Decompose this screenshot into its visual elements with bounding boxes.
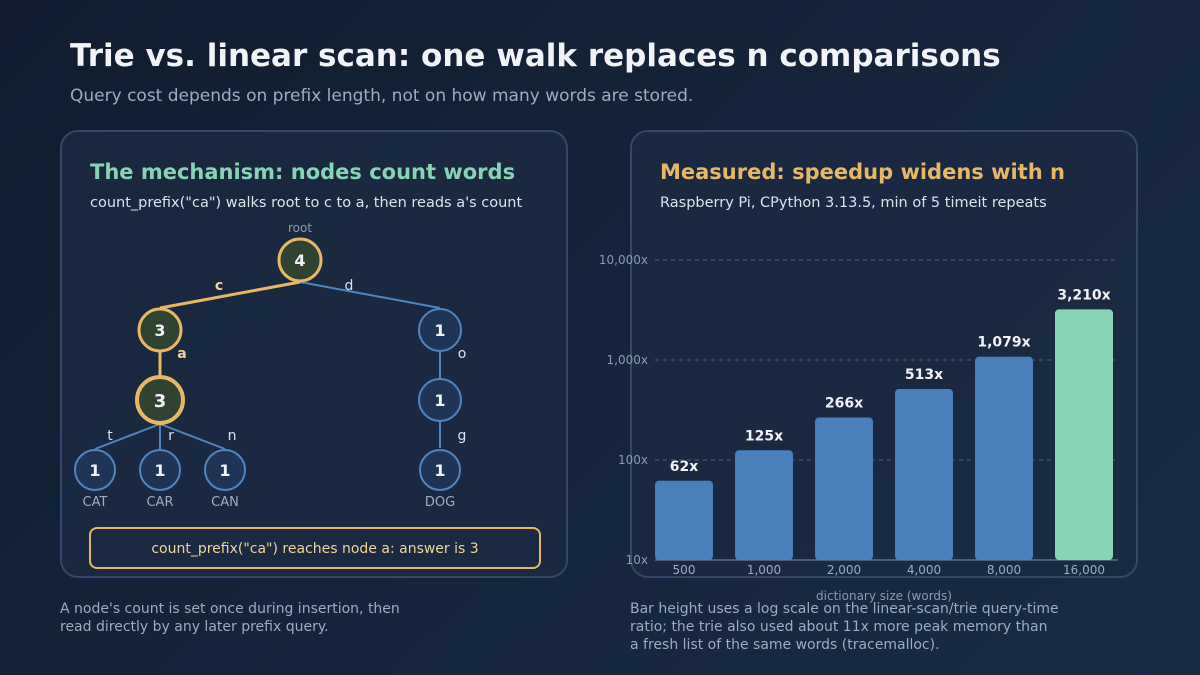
edge-root-d [299,281,441,309]
edge-root-c [159,280,301,310]
x-tick-label: 8,000 [987,563,1021,577]
trie-node-a [135,375,185,425]
trie-node-o [418,378,462,422]
word-label-can: CAN [211,495,239,510]
x-tick-label: 1,000 [747,563,781,577]
word-label-dog: DOG [425,495,455,510]
edge-label-g: g [458,428,467,444]
edge-a-n [159,423,226,450]
edge-label-a: a [177,346,186,362]
word-label-cat: CAT [83,495,108,510]
trie-node-t [74,449,116,491]
callout-box [89,527,541,569]
trie-node-root-count: 4 [294,251,305,270]
trie-node-root [277,237,323,283]
bar-value-label: 62x [670,459,699,475]
mechanism-subtitle: count_prefix("ca") walks root to c to a,… [90,195,523,211]
edge-label-c: c [215,278,223,294]
bar-value-label: 125x [745,428,783,444]
bar [895,388,953,560]
bar-value-label: 1,079x [977,335,1030,351]
trie-node-g-count: 1 [434,461,445,480]
trie-node-o-count: 1 [434,391,445,410]
callout-text: count_prefix("ca") reaches node a: answe… [151,541,478,557]
edge-label-d: d [345,278,354,294]
page-title: Trie vs. linear scan: one walk replaces … [70,38,1001,74]
edge-label-t: t [107,428,113,444]
bar-value-label: 266x [825,396,863,412]
x-tick-label: 4,000 [907,563,941,577]
edge-label-r: r [168,428,174,444]
bar [815,417,873,560]
y-tick-label: 10,000x [599,253,648,267]
word-label-car: CAR [146,495,173,510]
trie-node-r [139,449,181,491]
y-tick-label: 10x [626,553,648,567]
trie-node-d-count: 1 [434,321,445,340]
trie-node-d [418,308,462,352]
page-subtitle: Query cost depends on prefix length, not… [70,86,694,106]
bar [1055,309,1113,560]
left-footnote: A node's count is set once during insert… [60,601,400,635]
x-tick-label: 16,000 [1063,563,1105,577]
edge-label-n: n [228,428,237,444]
y-tick-label: 1,000x [607,353,648,367]
bar [655,480,713,560]
x-axis-title: dictionary size (words) [816,589,952,603]
trie-node-c [137,307,183,353]
trie-node-n-count: 1 [219,461,230,480]
x-tick-label: 2,000 [827,563,861,577]
trie-node-t-count: 1 [89,461,100,480]
root-label: root [288,221,312,235]
edge-a-t [94,423,161,450]
bar [735,450,793,560]
measurement-subtitle: Raspberry Pi, CPython 3.13.5, min of 5 t… [660,195,1047,211]
measurement-panel: Measured: speedup widens with n Raspberr… [630,130,1138,578]
trie-node-r-count: 1 [154,461,165,480]
mechanism-title: The mechanism: nodes count words [90,160,516,184]
x-tick-label: 500 [673,563,696,577]
right-footnote: Bar height uses a log scale on the linea… [630,601,1059,653]
bar-value-label: 513x [905,367,943,383]
bar-value-label: 3,210x [1057,287,1110,303]
edge-label-o: o [458,346,467,362]
trie-node-a-count: 3 [154,391,167,412]
trie-node-g [419,449,461,491]
trie-node-n [204,449,246,491]
measurement-title: Measured: speedup widens with n [660,160,1065,184]
mechanism-panel: The mechanism: nodes count words count_p… [60,130,568,578]
bar [975,356,1033,560]
y-tick-label: 100x [618,453,648,467]
trie-node-c-count: 3 [154,321,165,340]
